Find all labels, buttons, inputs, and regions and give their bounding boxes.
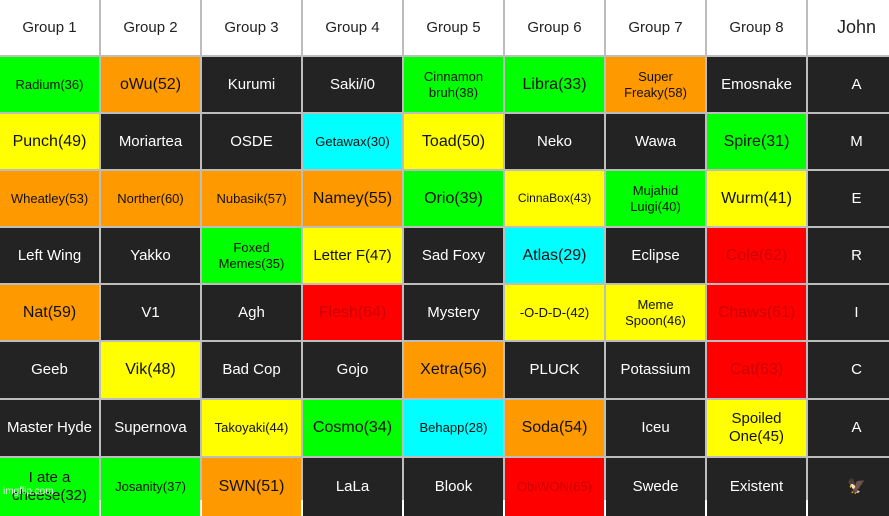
tier-cell: Cole(62) bbox=[707, 228, 806, 283]
tier-cell: LaLa bbox=[303, 458, 402, 516]
tier-cell: CinnaBox(43) bbox=[505, 171, 604, 226]
tier-cell: Yakko bbox=[101, 228, 200, 283]
tier-cell: Foxed Memes(35) bbox=[202, 228, 301, 283]
tier-cell: SWN(51) bbox=[202, 458, 301, 516]
tier-cell: Potassium bbox=[606, 342, 705, 398]
tier-cell: Spire(31) bbox=[707, 114, 806, 169]
tier-cell: Supernova bbox=[101, 400, 200, 456]
tier-cell: Existent bbox=[707, 458, 806, 516]
tier-cell: V1 bbox=[101, 285, 200, 340]
tier-cell: ObiWON(65) bbox=[505, 458, 604, 516]
tier-cell: Bad Cop bbox=[202, 342, 301, 398]
tier-cell: Agh bbox=[202, 285, 301, 340]
tier-cell: Eclipse bbox=[606, 228, 705, 283]
tier-cell: Namey(55) bbox=[303, 171, 402, 226]
tier-cell: Kurumi bbox=[202, 57, 301, 112]
tier-cell: Wawa bbox=[606, 114, 705, 169]
tier-cell: Moriartea bbox=[101, 114, 200, 169]
tier-cell: Wheatley(53) bbox=[0, 171, 99, 226]
tier-cell: Letter F(47) bbox=[303, 228, 402, 283]
tier-cell: Cinnamon bruh(38) bbox=[404, 57, 503, 112]
tier-cell: E bbox=[808, 171, 889, 226]
tier-cell: Gojo bbox=[303, 342, 402, 398]
column-header: John bbox=[808, 0, 889, 55]
tier-cell: PLUCK bbox=[505, 342, 604, 398]
tier-cell: Blook bbox=[404, 458, 503, 516]
tier-cell: Behapp(28) bbox=[404, 400, 503, 456]
tier-cell: Sad Foxy bbox=[404, 228, 503, 283]
tier-cell: Nat(59) bbox=[0, 285, 99, 340]
tier-cell: Atlas(29) bbox=[505, 228, 604, 283]
tier-cell: Takoyaki(44) bbox=[202, 400, 301, 456]
tier-cell: Mujahid Luigi(40) bbox=[606, 171, 705, 226]
tier-cell: C bbox=[808, 342, 889, 398]
tier-cell: Swede bbox=[606, 458, 705, 516]
column-header: Group 6 bbox=[505, 0, 604, 55]
tier-cell: Norther(60) bbox=[101, 171, 200, 226]
tier-cell: M bbox=[808, 114, 889, 169]
tier-cell: -O-D-D-(42) bbox=[505, 285, 604, 340]
tier-cell: Iceu bbox=[606, 400, 705, 456]
tier-cell: Nubasik(57) bbox=[202, 171, 301, 226]
tier-cell: Wurm(41) bbox=[707, 171, 806, 226]
tier-cell: Toad(50) bbox=[404, 114, 503, 169]
tier-cell: Cat(63) bbox=[707, 342, 806, 398]
eagle-icon: 🦅 bbox=[808, 458, 889, 516]
tier-cell: Josanity(37) bbox=[101, 458, 200, 516]
tier-cell: Getawax(30) bbox=[303, 114, 402, 169]
watermark: imgflip.com bbox=[3, 486, 54, 497]
tier-cell: I bbox=[808, 285, 889, 340]
tier-cell: Left Wing bbox=[0, 228, 99, 283]
column-header: Group 3 bbox=[202, 0, 301, 55]
tier-cell: Orio(39) bbox=[404, 171, 503, 226]
tier-cell: Xetra(56) bbox=[404, 342, 503, 398]
tier-cell: Saki/i0 bbox=[303, 57, 402, 112]
tier-cell: Chaws(61) bbox=[707, 285, 806, 340]
tier-cell: Mystery bbox=[404, 285, 503, 340]
tier-cell: Super Freaky(58) bbox=[606, 57, 705, 112]
column-header: Group 5 bbox=[404, 0, 503, 55]
tier-cell: Emosnake bbox=[707, 57, 806, 112]
column-header: Group 1 bbox=[0, 0, 99, 55]
tier-cell: A bbox=[808, 400, 889, 456]
column-header: Group 7 bbox=[606, 0, 705, 55]
tier-cell: OSDE bbox=[202, 114, 301, 169]
tier-cell: R bbox=[808, 228, 889, 283]
column-header: Group 2 bbox=[101, 0, 200, 55]
tier-cell: oWu(52) bbox=[101, 57, 200, 112]
column-header: Group 4 bbox=[303, 0, 402, 55]
tier-cell: Flesh(64) bbox=[303, 285, 402, 340]
tier-cell: Soda(54) bbox=[505, 400, 604, 456]
tier-cell: Cosmo(34) bbox=[303, 400, 402, 456]
tier-cell: Punch(49) bbox=[0, 114, 99, 169]
tier-cell: Radium(36) bbox=[0, 57, 99, 112]
tier-cell: Vik(48) bbox=[101, 342, 200, 398]
tier-cell: Master Hyde bbox=[0, 400, 99, 456]
column-header: Group 8 bbox=[707, 0, 806, 55]
tier-cell: A bbox=[808, 57, 889, 112]
tier-cell: Libra(33) bbox=[505, 57, 604, 112]
tier-cell: Geeb bbox=[0, 342, 99, 398]
tier-cell: Spoiled One(45) bbox=[707, 400, 806, 456]
tier-cell: Meme Spoon(46) bbox=[606, 285, 705, 340]
tier-cell: Neko bbox=[505, 114, 604, 169]
